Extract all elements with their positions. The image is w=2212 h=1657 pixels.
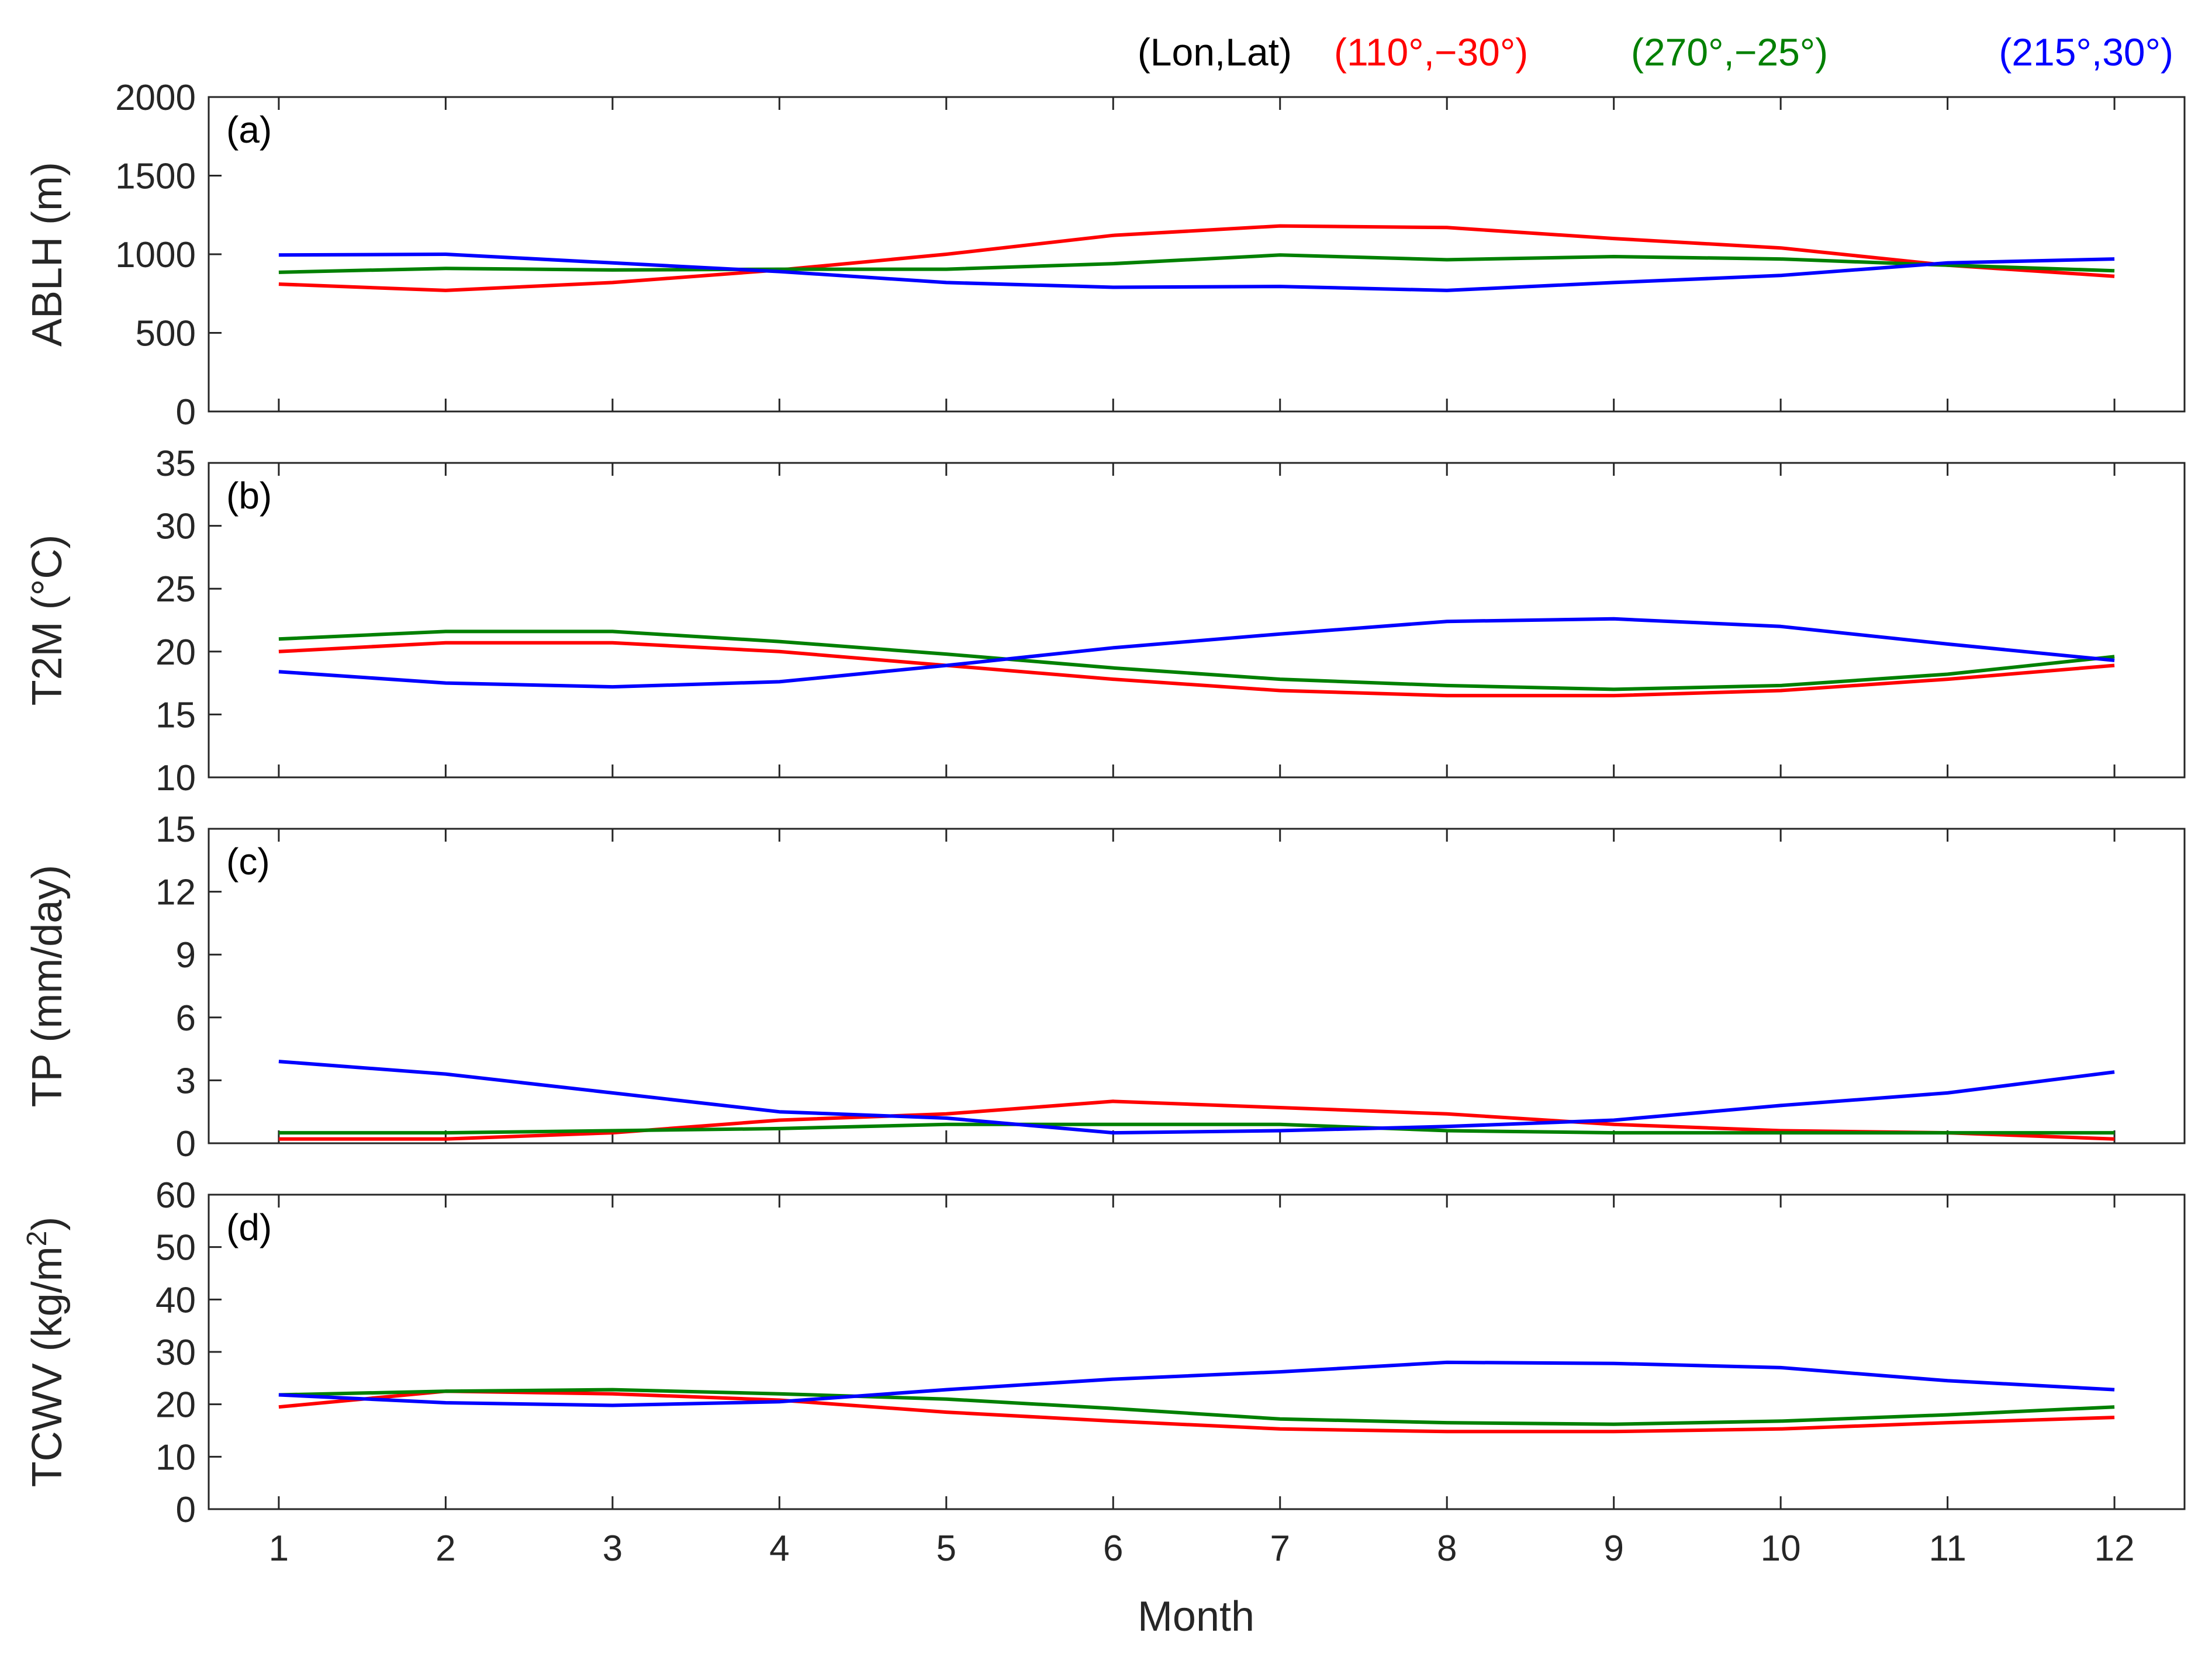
y-tick-label: 9 — [176, 935, 196, 975]
y-tick-label: 2000 — [115, 78, 196, 118]
series-line-2 — [278, 617, 2115, 689]
plot-frame — [208, 828, 2186, 1144]
series-line-0 — [278, 224, 2115, 292]
legend-entry-blue: (215°,30°) — [1999, 30, 2173, 74]
x-axis-title: Month — [1138, 1593, 1254, 1640]
series-line-1 — [278, 1388, 2115, 1426]
y-tick-label: 60 — [155, 1175, 196, 1216]
y-tick-label: 30 — [155, 1333, 196, 1373]
y-axis-title: TP (mm/day) — [24, 865, 71, 1108]
y-tick-label: 20 — [155, 1385, 196, 1426]
series-line-1 — [278, 253, 2115, 274]
y-tick-label: 6 — [176, 998, 196, 1039]
y-tick-label: 12 — [155, 873, 196, 913]
plot-frame — [208, 1194, 2186, 1510]
y-tick-label: 1000 — [115, 235, 196, 275]
x-tick-label: 10 — [1761, 1528, 1801, 1569]
y-tick-label: 35 — [155, 444, 196, 484]
plot-frame — [208, 96, 2186, 413]
x-tick-label: 5 — [936, 1528, 956, 1569]
y-tick-label: 0 — [176, 1490, 196, 1530]
series-line-2 — [278, 1060, 2115, 1135]
y-tick-label: 0 — [176, 1124, 196, 1164]
series-line-0 — [278, 1389, 2115, 1434]
series-line-2 — [278, 1360, 2115, 1407]
y-axis-title: TCWV (kg/m2) — [22, 1217, 71, 1488]
legend-entry-red: (110°,−30°) — [1334, 30, 1528, 74]
y-axis-title: ABLH (m) — [24, 162, 71, 347]
series-line-1 — [278, 1122, 2115, 1135]
y-tick-label: 25 — [155, 569, 196, 610]
legend: (Lon,Lat) (110°,−30°) (270°,−25°) (215°,… — [1138, 30, 2173, 74]
panel-label: (a) — [226, 109, 272, 151]
x-tick-label: 1 — [269, 1528, 289, 1569]
series-line-0 — [278, 641, 2115, 698]
x-tick-label: 9 — [1603, 1528, 1623, 1569]
x-tick-label: 3 — [603, 1528, 623, 1569]
x-tick-label: 2 — [436, 1528, 455, 1569]
y-tick-label: 0 — [176, 392, 196, 433]
series-line-1 — [278, 629, 2115, 691]
x-tick-label: 7 — [1270, 1528, 1290, 1569]
y-tick-label: 20 — [155, 632, 196, 673]
x-tick-label: 12 — [2095, 1528, 2135, 1569]
y-tick-label: 10 — [155, 1437, 196, 1478]
y-tick-label: 50 — [155, 1228, 196, 1268]
series-line-2 — [278, 252, 2115, 292]
y-tick-label: 15 — [155, 810, 196, 850]
panel-a: 0 500 1000 1500 2000 (a) ABLH (m) — [24, 78, 2186, 433]
legend-entry-green: (270°,−25°) — [1631, 30, 1828, 74]
y-tick-label: 15 — [155, 695, 196, 735]
y-axis-title-end: ) — [24, 1217, 71, 1231]
panel-c: 0 3 6 9 12 15 (c) TP (mm/day) — [24, 810, 2186, 1164]
y-tick-label: 30 — [155, 507, 196, 547]
x-tick-label: 8 — [1437, 1528, 1457, 1569]
plot-frame — [208, 462, 2186, 779]
panel-label: (b) — [226, 475, 272, 517]
x-tick-label: 4 — [769, 1528, 789, 1569]
y-tick-label: 10 — [155, 758, 196, 798]
y-tick-label: 3 — [176, 1061, 196, 1101]
panel-b: 10 15 20 25 30 35 (b) T2M (°C) — [24, 444, 2186, 798]
y-tick-label: 1500 — [115, 157, 196, 197]
legend-header: (Lon,Lat) — [1138, 30, 1292, 74]
y-axis-title-main: TCWV (kg/m — [24, 1246, 71, 1487]
y-tick-label: 500 — [136, 314, 196, 354]
panel-label: (d) — [226, 1206, 272, 1248]
y-axis-title-sup: 2 — [22, 1231, 53, 1247]
panel-label: (c) — [226, 840, 270, 883]
x-tick-label: 11 — [1928, 1528, 1966, 1569]
y-axis-title: T2M (°C) — [24, 535, 71, 706]
y-tick-label: 40 — [155, 1280, 196, 1320]
x-tick-label: 6 — [1103, 1528, 1123, 1569]
